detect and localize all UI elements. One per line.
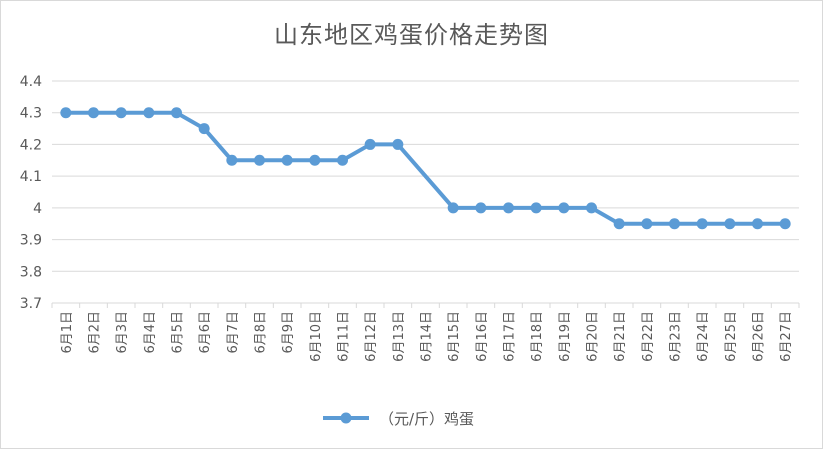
y-tick-label: 4.3 bbox=[20, 106, 42, 122]
data-point bbox=[669, 218, 680, 230]
x-tick-label: 6月26日 bbox=[752, 311, 767, 362]
x-tick-label: 6月16日 bbox=[475, 311, 490, 362]
chart-title: 山东地区鸡蛋价格走势图 bbox=[274, 21, 549, 49]
y-tick-label: 3.8 bbox=[20, 264, 42, 280]
y-tick-label: 3.7 bbox=[20, 296, 42, 312]
data-point bbox=[724, 218, 736, 230]
y-tick-label: 3.9 bbox=[20, 233, 42, 249]
data-point bbox=[530, 202, 542, 214]
legend-marker bbox=[340, 412, 352, 424]
data-point bbox=[171, 107, 182, 119]
x-tick-label: 6月25日 bbox=[724, 311, 739, 362]
data-point bbox=[558, 202, 570, 214]
data-point bbox=[309, 154, 321, 166]
x-tick-label: 6月8日 bbox=[254, 311, 269, 354]
data-point bbox=[226, 154, 238, 166]
x-tick-label: 6月14日 bbox=[420, 311, 435, 362]
data-point bbox=[641, 218, 653, 230]
data-point bbox=[337, 154, 348, 166]
x-tick-label: 6月3日 bbox=[115, 311, 130, 354]
x-tick-label: 6月9日 bbox=[281, 311, 296, 354]
data-point bbox=[115, 107, 127, 119]
data-point bbox=[475, 202, 487, 214]
x-tick-label: 6月21日 bbox=[613, 311, 628, 362]
x-tick-label: 6月19日 bbox=[558, 311, 573, 362]
x-tick-label: 6月17日 bbox=[503, 311, 518, 362]
data-point bbox=[254, 154, 265, 166]
y-tick-label: 4.2 bbox=[20, 137, 42, 153]
data-point bbox=[88, 107, 99, 119]
data-point bbox=[779, 218, 791, 230]
data-point bbox=[281, 154, 293, 166]
x-tick-label: 6月4日 bbox=[143, 311, 158, 354]
x-tick-label: 6月12日 bbox=[364, 311, 379, 362]
series-line bbox=[63, 110, 788, 226]
x-tick-label: 6月20日 bbox=[586, 311, 601, 362]
data-point bbox=[752, 218, 763, 230]
data-point bbox=[143, 107, 155, 119]
legend-label: （元/斤）鸡蛋 bbox=[379, 410, 474, 428]
x-tick-label: 6月13日 bbox=[392, 311, 407, 362]
x-tick-label: 6月15日 bbox=[447, 311, 462, 362]
data-point bbox=[586, 202, 597, 214]
data-point bbox=[364, 138, 376, 150]
x-tick-label: 6月2日 bbox=[88, 311, 103, 354]
x-tick-label: 6月27日 bbox=[779, 311, 794, 362]
x-tick-label: 6月10日 bbox=[309, 311, 324, 362]
y-tick-label: 4 bbox=[33, 201, 42, 217]
data-point bbox=[198, 123, 210, 135]
x-tick-label: 6月11日 bbox=[337, 311, 352, 362]
x-tick-label: 6月6日 bbox=[198, 311, 213, 354]
x-tick-label: 6月5日 bbox=[171, 311, 186, 354]
y-tick-label: 4.4 bbox=[20, 74, 42, 90]
data-point bbox=[503, 202, 514, 214]
x-tick-label: 6月22日 bbox=[641, 311, 656, 362]
data-point bbox=[447, 202, 459, 214]
x-tick-label: 6月7日 bbox=[226, 311, 241, 354]
x-tick-label: 6月23日 bbox=[669, 311, 684, 362]
x-tick-label: 6月18日 bbox=[530, 311, 545, 362]
y-tick-label: 4.1 bbox=[20, 169, 42, 185]
data-point bbox=[696, 218, 708, 230]
data-point bbox=[613, 218, 625, 230]
x-tick-label: 6月24日 bbox=[696, 311, 711, 362]
data-point bbox=[60, 107, 72, 119]
x-tick-label: 6月1日 bbox=[60, 311, 75, 354]
data-point bbox=[392, 138, 404, 150]
